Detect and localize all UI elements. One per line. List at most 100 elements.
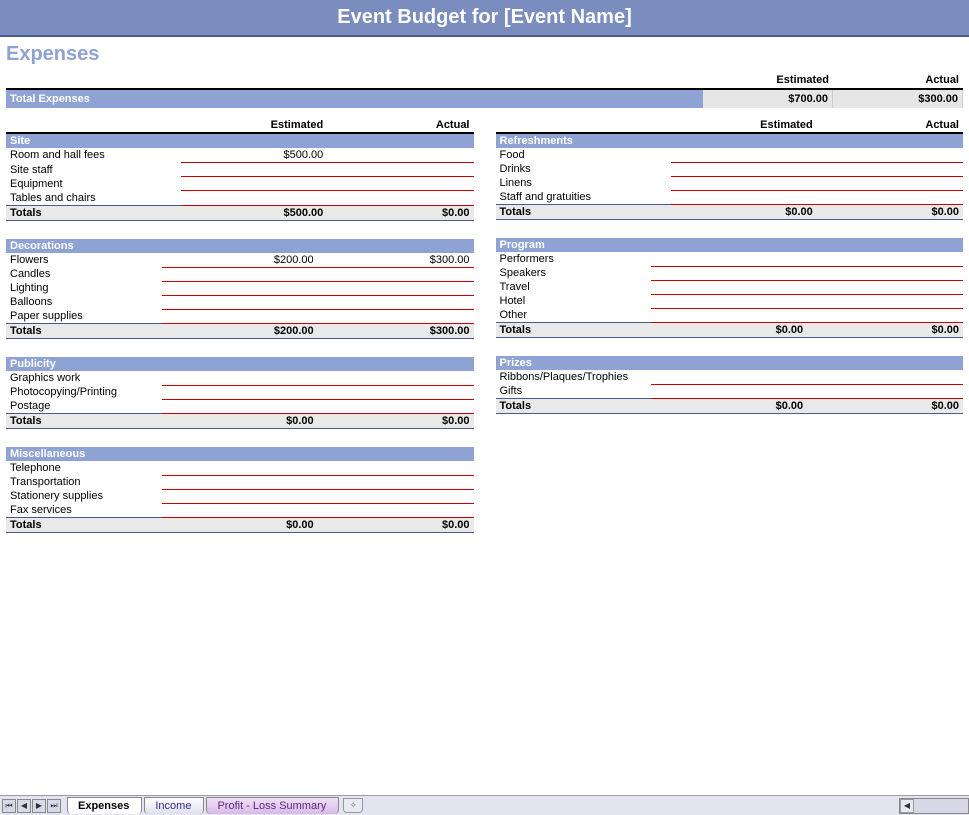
cell-actual[interactable] xyxy=(817,148,963,162)
cell-actual[interactable] xyxy=(318,385,474,399)
category-block: PublicityGraphics workPhotocopying/Print… xyxy=(6,357,474,429)
cell-estimated[interactable] xyxy=(651,280,807,294)
totals-actual: $0.00 xyxy=(318,414,474,429)
cell-estimated[interactable] xyxy=(162,281,318,295)
cell-actual[interactable] xyxy=(807,308,963,323)
cell-actual[interactable] xyxy=(327,148,473,163)
cell-estimated[interactable] xyxy=(162,295,318,309)
cell-actual[interactable] xyxy=(318,475,474,489)
cell-actual[interactable] xyxy=(318,503,474,518)
totals-actual: $0.00 xyxy=(318,518,474,533)
totals-estimated: $0.00 xyxy=(651,323,807,338)
tab-nav-prev-icon[interactable]: ◀ xyxy=(17,799,31,813)
col-actual: Actual xyxy=(817,118,963,133)
cell-estimated[interactable] xyxy=(651,252,807,266)
cell-actual[interactable] xyxy=(807,266,963,280)
tab-nav-next-icon[interactable]: ▶ xyxy=(32,799,46,813)
tab-profit-loss[interactable]: Profit - Loss Summary xyxy=(206,797,339,814)
category-block: MiscellaneousTelephoneTransportationStat… xyxy=(6,447,474,533)
line-item-row: Tables and chairs xyxy=(6,191,474,206)
grand-total-estimated: $700.00 xyxy=(703,90,833,108)
category-name: Miscellaneous xyxy=(6,447,474,461)
line-item-row: Lighting xyxy=(6,281,474,295)
cell-actual[interactable] xyxy=(318,371,474,385)
line-item-label: Graphics work xyxy=(6,371,162,385)
cell-actual[interactable] xyxy=(318,309,474,324)
tab-nav-first-icon[interactable]: ⏮ xyxy=(2,799,16,813)
line-item-label: Hotel xyxy=(496,294,652,308)
line-item-label: Staff and gratuities xyxy=(496,190,671,205)
horizontal-scrollbar[interactable]: ◀ xyxy=(899,798,969,814)
cell-actual[interactable] xyxy=(817,190,963,205)
document-title: Event Budget for [Event Name] xyxy=(0,0,969,37)
tab-nav-last-icon[interactable]: ⏭ xyxy=(47,799,61,813)
totals-label: Totals xyxy=(6,205,181,220)
cell-actual[interactable] xyxy=(807,370,963,384)
cell-estimated[interactable] xyxy=(162,399,318,414)
totals-actual: $0.00 xyxy=(807,323,963,338)
line-item-label: Postage xyxy=(6,399,162,414)
cell-estimated[interactable] xyxy=(162,475,318,489)
cell-estimated[interactable] xyxy=(162,461,318,475)
cell-actual[interactable] xyxy=(318,489,474,503)
line-item-label: Other xyxy=(496,308,652,323)
cell-actual[interactable] xyxy=(817,162,963,176)
line-item-label: Candles xyxy=(6,267,162,281)
cell-estimated[interactable] xyxy=(671,176,817,190)
cell-estimated[interactable] xyxy=(651,384,807,399)
cell-actual[interactable]: $300.00 xyxy=(318,253,474,268)
totals-estimated: $500.00 xyxy=(181,205,327,220)
cell-estimated[interactable] xyxy=(162,267,318,281)
cell-estimated[interactable]: $200.00 xyxy=(162,253,318,268)
cell-estimated[interactable] xyxy=(162,385,318,399)
cell-actual[interactable] xyxy=(318,295,474,309)
tab-income[interactable]: Income xyxy=(144,797,204,814)
block-totals-row: Totals$0.00$0.00 xyxy=(496,399,964,414)
category-name: Prizes xyxy=(496,356,964,370)
cell-actual[interactable] xyxy=(327,163,473,177)
cell-actual[interactable] xyxy=(327,191,473,206)
scroll-left-icon[interactable]: ◀ xyxy=(900,799,914,813)
cell-actual[interactable] xyxy=(817,176,963,190)
grand-total-actual: $300.00 xyxy=(833,90,963,108)
cell-estimated[interactable] xyxy=(181,163,327,177)
col-spacer xyxy=(496,118,671,133)
totals-label: Totals xyxy=(496,205,671,220)
cell-actual[interactable] xyxy=(807,294,963,308)
totals-label: Totals xyxy=(6,518,162,533)
line-item-label: Paper supplies xyxy=(6,309,162,324)
cell-estimated[interactable] xyxy=(651,308,807,323)
cell-actual[interactable] xyxy=(318,461,474,475)
cell-actual[interactable] xyxy=(807,280,963,294)
cell-estimated[interactable] xyxy=(181,191,327,206)
cell-estimated[interactable] xyxy=(181,177,327,191)
totals-actual: $0.00 xyxy=(817,205,963,220)
line-item-row: Graphics work xyxy=(6,371,474,385)
cell-estimated[interactable] xyxy=(671,190,817,205)
cell-estimated[interactable] xyxy=(162,371,318,385)
cell-estimated[interactable] xyxy=(651,370,807,384)
cell-estimated[interactable] xyxy=(162,489,318,503)
line-item-label: Flowers xyxy=(6,253,162,268)
grand-col-estimated: Estimated xyxy=(703,72,833,88)
cell-estimated[interactable] xyxy=(651,266,807,280)
cell-estimated[interactable] xyxy=(651,294,807,308)
cell-estimated[interactable] xyxy=(162,503,318,518)
line-item-row: Food xyxy=(496,148,964,162)
col-estimated: Estimated xyxy=(671,118,817,133)
cell-actual[interactable] xyxy=(807,384,963,399)
category-block: PrizesRibbons/Plaques/TrophiesGiftsTotal… xyxy=(496,356,964,414)
cell-actual[interactable] xyxy=(318,267,474,281)
cell-actual[interactable] xyxy=(807,252,963,266)
cell-actual[interactable] xyxy=(327,177,473,191)
cell-estimated[interactable] xyxy=(162,309,318,324)
cell-actual[interactable] xyxy=(318,281,474,295)
line-item-label: Site staff xyxy=(6,163,181,177)
tab-expenses[interactable]: Expenses xyxy=(67,797,142,814)
cell-estimated[interactable]: $500.00 xyxy=(181,148,327,163)
line-item-row: Hotel xyxy=(496,294,964,308)
new-sheet-icon[interactable]: ✧ xyxy=(343,798,363,813)
cell-estimated[interactable] xyxy=(671,148,817,162)
cell-actual[interactable] xyxy=(318,399,474,414)
cell-estimated[interactable] xyxy=(671,162,817,176)
